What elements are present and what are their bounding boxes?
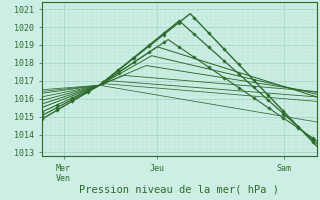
- X-axis label: Pression niveau de la mer( hPa ): Pression niveau de la mer( hPa ): [79, 184, 279, 194]
